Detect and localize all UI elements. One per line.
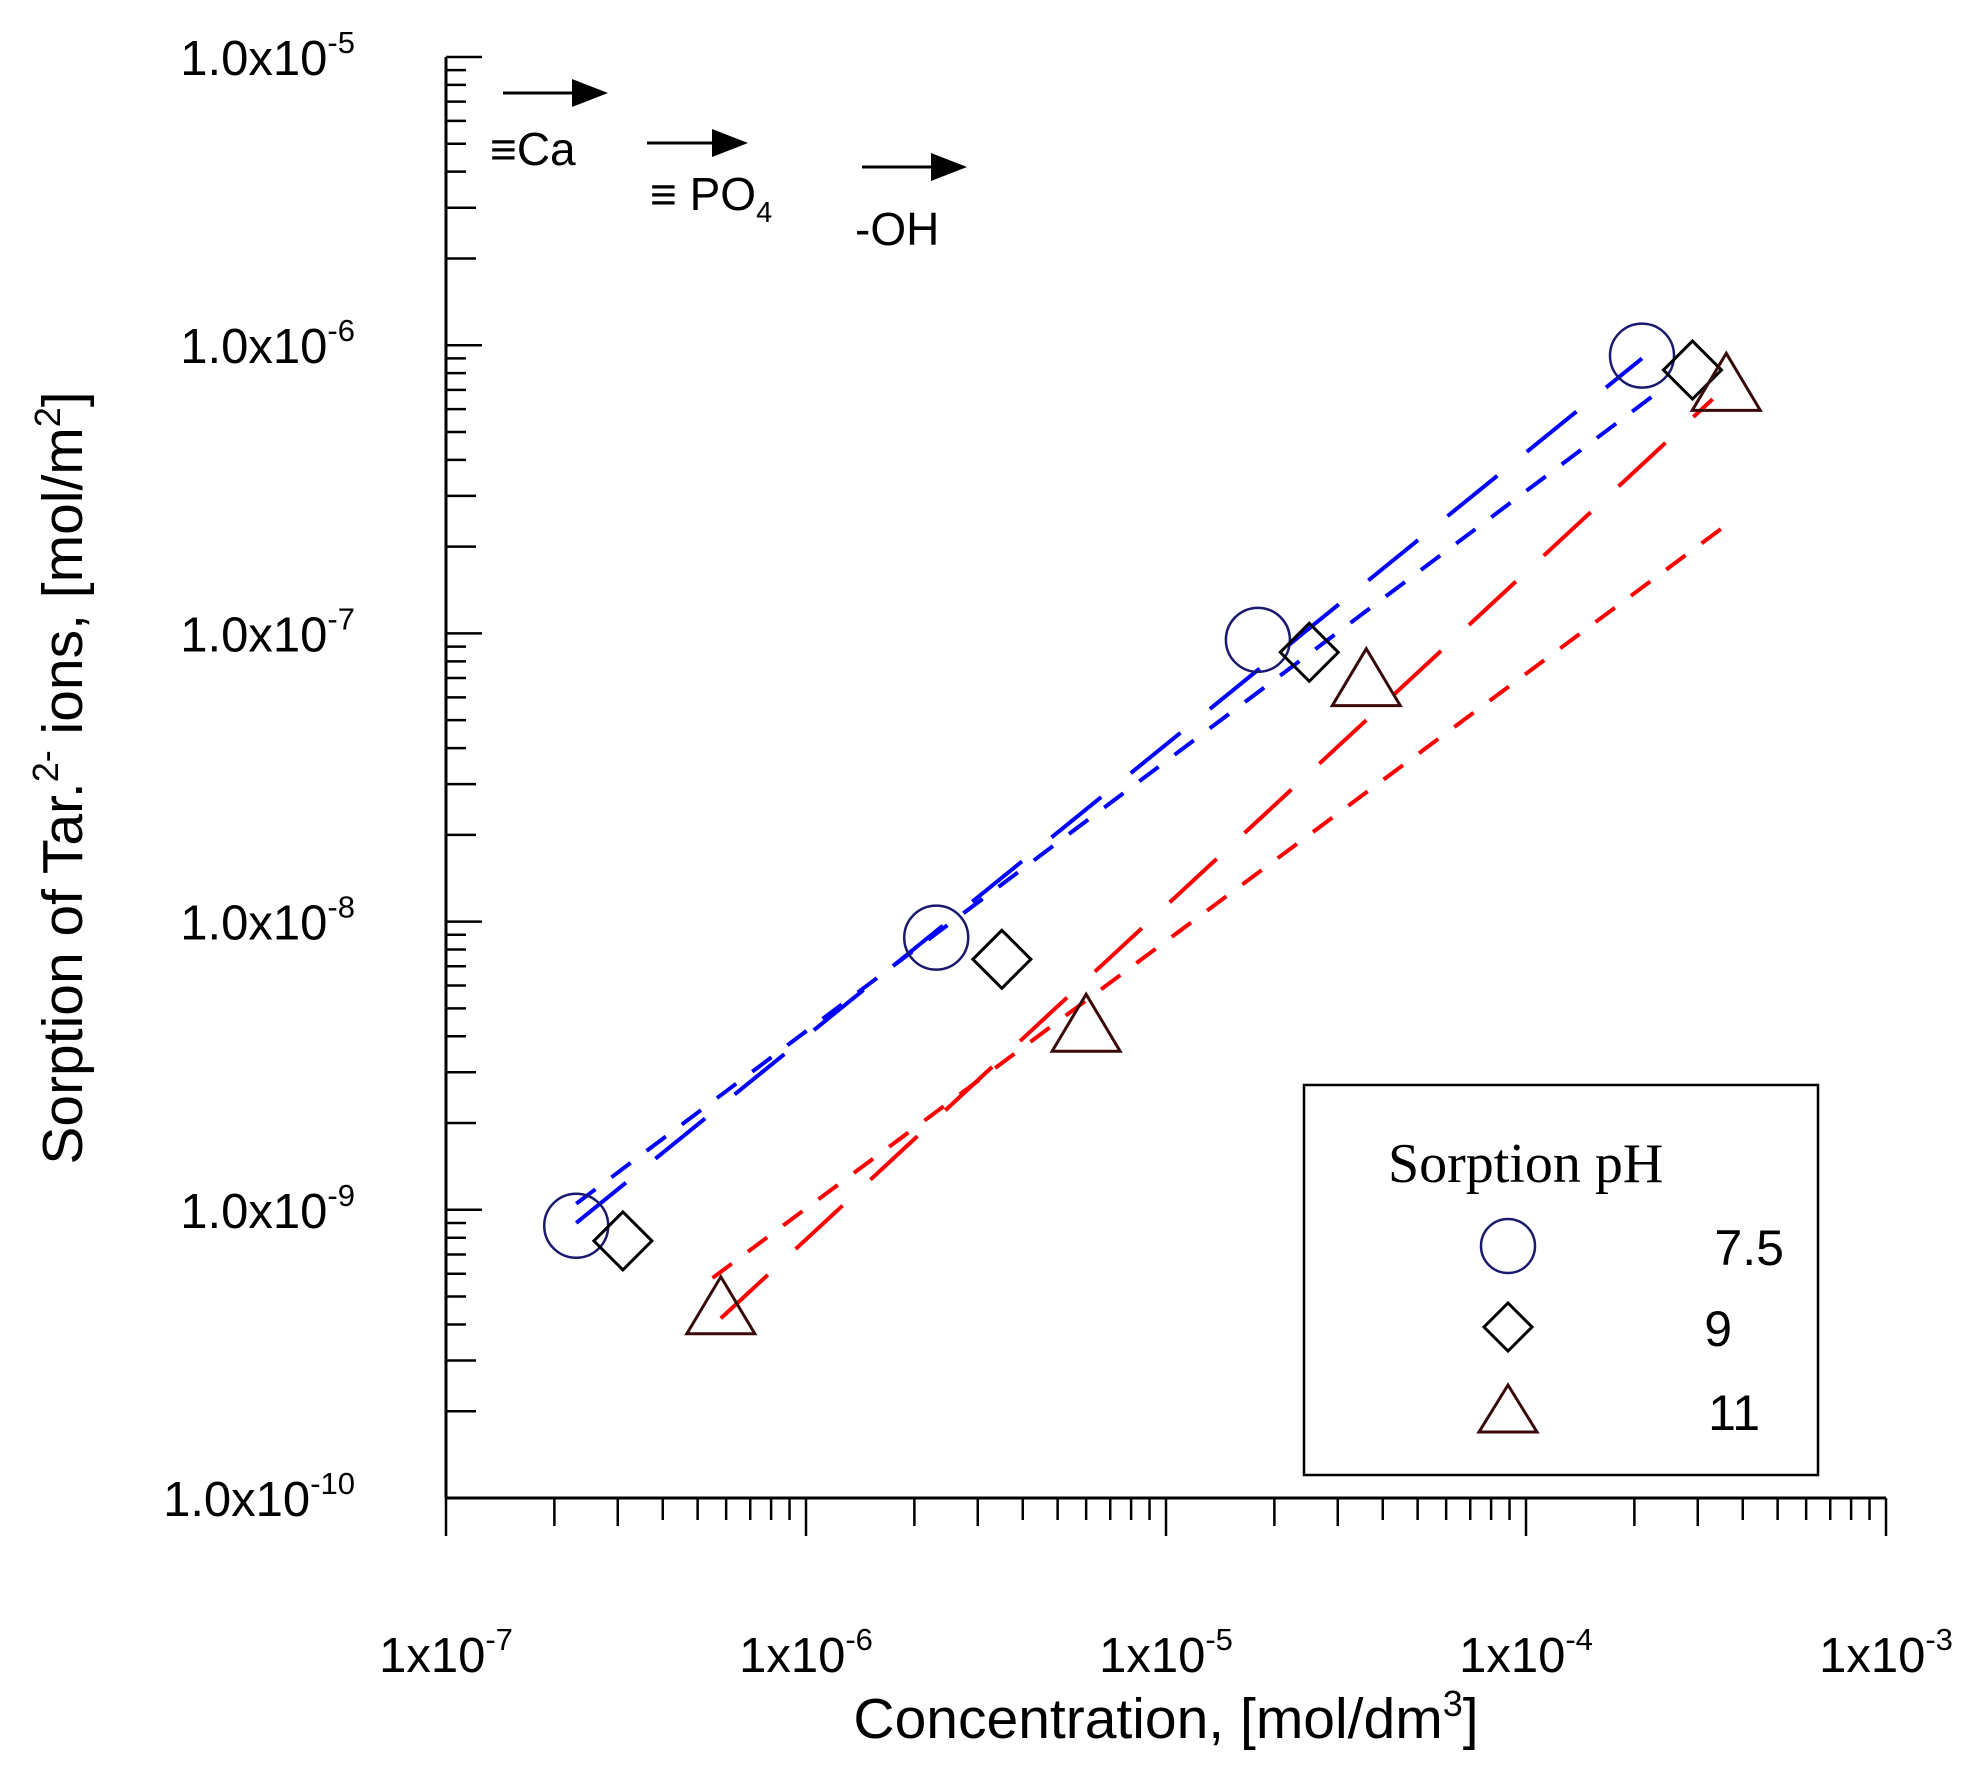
y-tick-label-base: 1.0x10 xyxy=(163,1473,310,1527)
point-ph-9 xyxy=(1661,338,1724,402)
point-ph-7-5 xyxy=(1224,606,1292,674)
y-tick-label: 1.0x10-7 xyxy=(180,601,355,662)
y-tick-label-base: 1.0x10 xyxy=(180,897,327,951)
y-tick-label-base: 1.0x10 xyxy=(180,32,327,86)
y-tick-label-exp: -8 xyxy=(327,890,355,925)
point-ph-11 xyxy=(1049,991,1123,1053)
x-tick-label-base: 1x10 xyxy=(1819,1629,1925,1683)
annotation-oh: -OH xyxy=(855,203,939,255)
y-tick-label-exp: -10 xyxy=(310,1466,355,1501)
y-tick-label: 1.0x10-8 xyxy=(180,890,355,951)
legend-marker-triangle xyxy=(1476,1382,1540,1434)
point-ph-7-5 xyxy=(902,904,970,971)
x-tick-label-base: 1x10 xyxy=(739,1629,845,1683)
arrow-po4-head xyxy=(712,129,748,157)
y-axis-title-mid: ions, [mol/m xyxy=(31,427,95,750)
point-ph-9 xyxy=(591,1209,655,1273)
legend: Sorption pH 7.5 9 11 xyxy=(1302,1083,1820,1477)
annotation-ca: ≡Ca xyxy=(490,123,576,175)
legend-label-11: 11 xyxy=(1708,1385,1760,1441)
x-axis-title-sup: 3 xyxy=(1443,1683,1463,1724)
legend-marker-circle xyxy=(1479,1217,1537,1275)
arrow-ca-head xyxy=(572,79,608,107)
x-tick-label-base: 1x10 xyxy=(379,1629,485,1683)
x-tick-label: 1x10-6 xyxy=(739,1622,873,1683)
fit-line-3 xyxy=(719,397,1715,1320)
x-tick-label: 1x10-4 xyxy=(1459,1622,1593,1683)
point-ph-11 xyxy=(684,1273,758,1336)
fit-lines xyxy=(574,356,1736,1320)
y-tick-label-exp: -7 xyxy=(327,601,355,636)
annotation-po4: ≡ PO4 xyxy=(650,168,772,229)
y-axis-title-sup2: 2 xyxy=(27,407,68,427)
annotations: ≡Ca ≡ PO4 -OH xyxy=(490,79,967,255)
x-tick-label-exp: -4 xyxy=(1565,1622,1593,1657)
y-tick-label-exp: -5 xyxy=(327,25,355,60)
x-tick-label-exp: -7 xyxy=(485,1622,513,1657)
point-ph-7-5 xyxy=(1608,322,1676,389)
point-ph-9 xyxy=(1278,621,1341,684)
data-markers xyxy=(542,322,1763,1336)
x-tick-label: 1x10-3 xyxy=(1819,1622,1953,1683)
y-tick-label: 1.0x10-6 xyxy=(180,313,355,374)
y-axis-title-end: ] xyxy=(31,391,95,407)
y-tick-label-exp: -9 xyxy=(327,1178,355,1213)
legend-marker-diamond xyxy=(1481,1300,1535,1354)
y-tick-label-base: 1.0x10 xyxy=(180,1185,327,1239)
y-tick-label-exp: -6 xyxy=(327,313,355,348)
x-tick-label-base: 1x10 xyxy=(1099,1629,1205,1683)
y-tick-label: 1.0x10-9 xyxy=(180,1178,355,1239)
arrow-oh-head xyxy=(931,153,967,181)
x-tick-label-exp: -3 xyxy=(1925,1622,1953,1657)
ticks: 1x10-7 1x10-6 1x10-5 1x10-4 1x10-31.0x10-51.… xyxy=(163,25,1953,1683)
x-axis-title: Concentration, [mol/dm3] xyxy=(853,1683,1478,1751)
fit-line-4 xyxy=(711,517,1736,1280)
y-axis-title-sup: 2- xyxy=(25,750,66,782)
point-ph-11 xyxy=(1689,350,1763,412)
point-ph-11 xyxy=(1329,645,1403,708)
y-tick-label: 1.0x10-5 xyxy=(180,25,355,86)
point-ph-9 xyxy=(970,928,1033,991)
annotation-po4-sub: 4 xyxy=(756,197,772,229)
x-axis-title-end: ] xyxy=(1463,1687,1479,1751)
fit-line-2 xyxy=(575,391,1658,1206)
legend-label-9: 9 xyxy=(1704,1301,1732,1357)
legend-title: Sorption pH xyxy=(1388,1133,1663,1195)
y-tick-label-base: 1.0x10 xyxy=(180,608,327,662)
x-tick-label-exp: -5 xyxy=(1205,1622,1233,1657)
x-tick-label: 1x10-7 xyxy=(379,1622,513,1683)
y-axis-title: Sorption of Tar.2- ions, [mol/m2] xyxy=(25,391,95,1164)
x-tick-label: 1x10-5 xyxy=(1099,1622,1233,1683)
x-tick-label-exp: -6 xyxy=(845,1622,873,1657)
y-tick-label: 1.0x10-10 xyxy=(163,1466,355,1527)
x-tick-label-base: 1x10 xyxy=(1459,1629,1565,1683)
y-tick-label-base: 1.0x10 xyxy=(180,320,327,374)
fit-line-1 xyxy=(574,356,1644,1225)
legend-box xyxy=(1302,1083,1820,1477)
legend-label-7-5: 7.5 xyxy=(1714,1220,1784,1276)
